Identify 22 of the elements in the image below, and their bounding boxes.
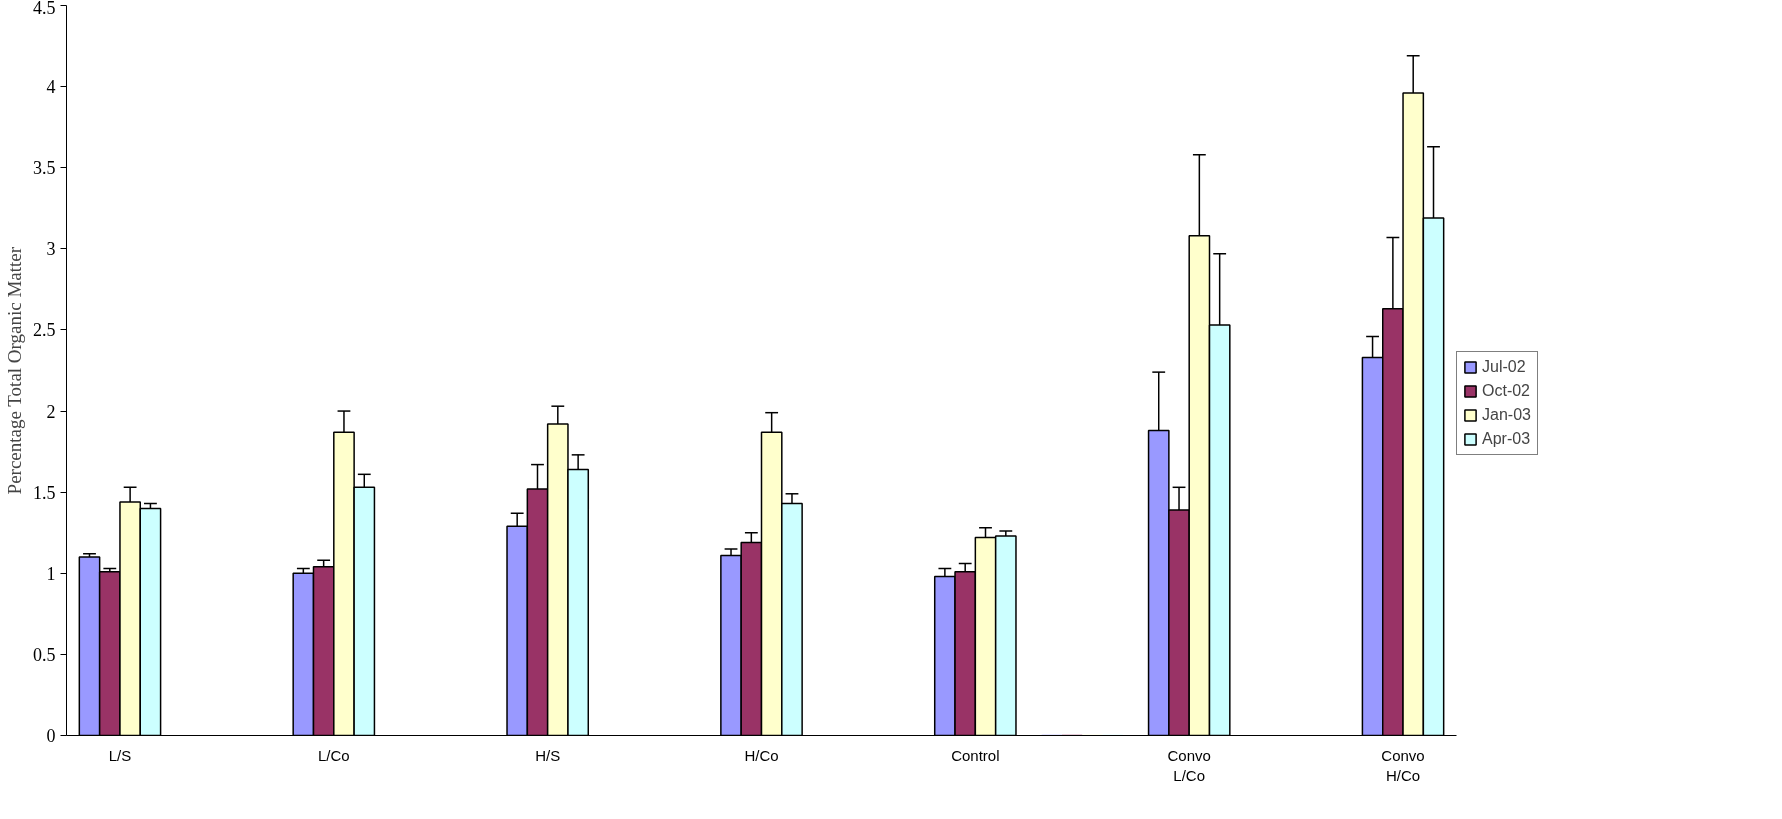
y-tick-label: 4.5 bbox=[33, 0, 56, 18]
x-tick-label: H/S bbox=[535, 746, 561, 764]
x-tick-label: Convo L/Co bbox=[1167, 746, 1211, 784]
legend-label: Oct-02 bbox=[1482, 382, 1531, 400]
x-tick-label: H/Co bbox=[744, 746, 779, 764]
y-tick-label: 2 bbox=[46, 401, 56, 422]
legend-label: Jan-03 bbox=[1482, 406, 1531, 424]
y-tick-label: 3.5 bbox=[33, 158, 56, 179]
legend-label: Apr-03 bbox=[1482, 430, 1531, 448]
x-tick-label: Convo H/Co bbox=[1381, 746, 1425, 784]
y-tick-label: 0.5 bbox=[33, 644, 56, 665]
y-axis-title: Percentage Total Organic Matter bbox=[4, 246, 25, 495]
y-tick-label: 2.5 bbox=[33, 320, 56, 341]
y-tick-label: 4 bbox=[46, 77, 56, 98]
legend-label: Jul-02 bbox=[1482, 358, 1526, 376]
y-tick-label: 3 bbox=[46, 239, 56, 260]
y-tick-label: 1.5 bbox=[33, 482, 56, 503]
x-tick-label: L/S bbox=[108, 746, 132, 764]
y-tick-label: 0 bbox=[46, 726, 56, 746]
x-tick-label: L/Co bbox=[317, 746, 350, 764]
x-tick-label: Control bbox=[951, 746, 1000, 764]
y-tick-label: 1 bbox=[46, 563, 56, 584]
